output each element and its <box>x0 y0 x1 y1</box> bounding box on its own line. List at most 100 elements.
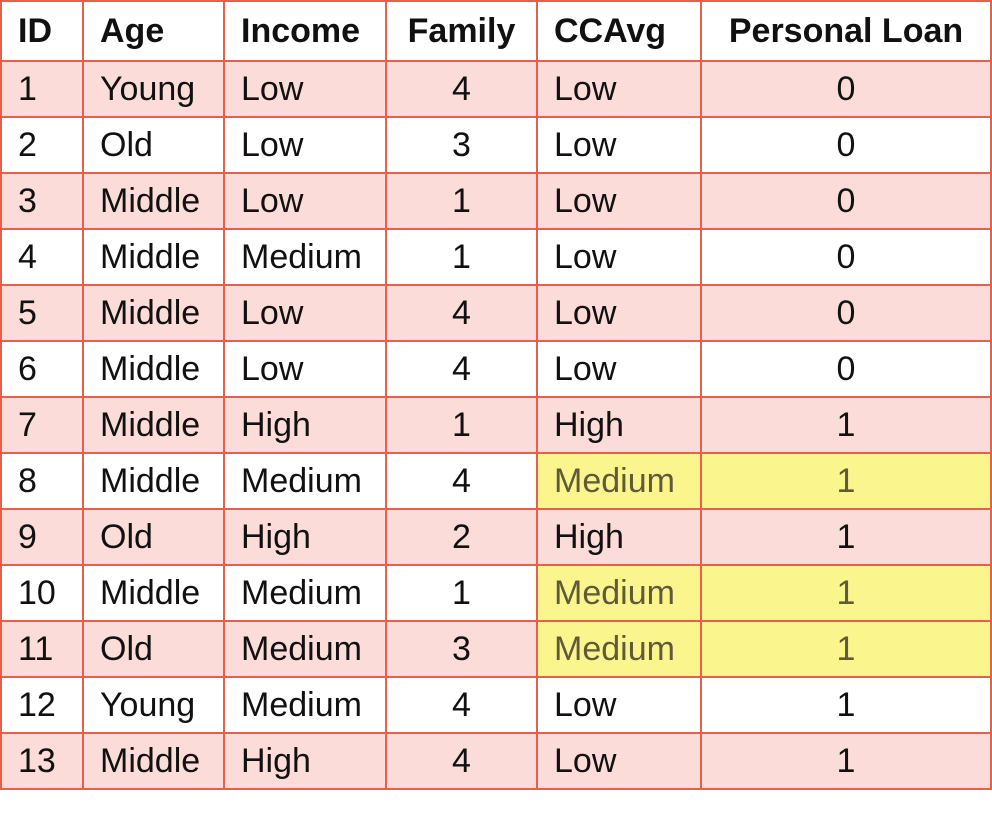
cell-family: 1 <box>385 228 538 286</box>
cell-ccavg: Low <box>536 732 702 790</box>
table-row: 4 Middle Medium 1 Low 0 <box>0 228 992 286</box>
highlighted-text: Medium <box>554 629 675 668</box>
cell-id: 2 <box>0 116 84 174</box>
cell-personal-loan: 1 <box>700 620 992 678</box>
highlighted-text: Medium <box>554 461 675 500</box>
cell-income: Medium <box>223 620 387 678</box>
cell-income: Medium <box>223 228 387 286</box>
cell-age: Middle <box>82 284 225 342</box>
cell-ccavg: Low <box>536 340 702 398</box>
header-age: Age <box>82 0 225 62</box>
cell-personal-loan: 0 <box>700 172 992 230</box>
cell-id: 9 <box>0 508 84 566</box>
cell-income: Low <box>223 60 387 118</box>
cell-id: 7 <box>0 396 84 454</box>
table-row: 12 Young Medium 4 Low 1 <box>0 676 992 734</box>
cell-personal-loan: 0 <box>700 284 992 342</box>
cell-income: Low <box>223 340 387 398</box>
cell-personal-loan: 0 <box>700 60 992 118</box>
cell-age: Middle <box>82 564 225 622</box>
highlight-marker-end <box>866 570 896 616</box>
cell-age: Middle <box>82 452 225 510</box>
cell-income: High <box>223 732 387 790</box>
cell-age: Middle <box>82 172 225 230</box>
cell-family: 3 <box>385 620 538 678</box>
cell-family: 4 <box>385 452 538 510</box>
cell-family: 1 <box>385 396 538 454</box>
table-row: 2 Old Low 3 Low 0 <box>0 116 992 174</box>
cell-ccavg: Low <box>536 284 702 342</box>
cell-age: Old <box>82 508 225 566</box>
cell-id: 6 <box>0 340 84 398</box>
table-header: ID Age Income Family CCAvg Personal Loan <box>0 0 992 62</box>
table-row: 5 Middle Low 4 Low 0 <box>0 284 992 342</box>
cell-family: 1 <box>385 564 538 622</box>
cell-ccavg: Medium <box>536 452 702 510</box>
cell-income: Medium <box>223 564 387 622</box>
table-row: 9 Old High 2 High 1 <box>0 508 992 566</box>
highlighted-text: Medium <box>554 573 675 612</box>
highlighted-text: 1 <box>836 629 856 668</box>
header-family: Family <box>385 0 538 62</box>
table-row: 3 Middle Low 1 Low 0 <box>0 172 992 230</box>
cell-ccavg: Medium <box>536 620 702 678</box>
data-table: ID Age Income Family CCAvg Personal Loan… <box>0 0 992 790</box>
cell-id: 1 <box>0 60 84 118</box>
cell-id: 5 <box>0 284 84 342</box>
cell-family: 1 <box>385 172 538 230</box>
cell-ccavg: Low <box>536 676 702 734</box>
cell-family: 4 <box>385 284 538 342</box>
cell-age: Middle <box>82 732 225 790</box>
cell-id: 10 <box>0 564 84 622</box>
cell-personal-loan: 0 <box>700 228 992 286</box>
cell-family: 4 <box>385 732 538 790</box>
cell-family: 4 <box>385 60 538 118</box>
cell-personal-loan: 1 <box>700 564 992 622</box>
cell-income: Medium <box>223 452 387 510</box>
cell-age: Middle <box>82 228 225 286</box>
table-row: 1 Young Low 4 Low 0 <box>0 60 992 118</box>
cell-personal-loan: 1 <box>700 676 992 734</box>
cell-income: Low <box>223 284 387 342</box>
cell-ccavg: Medium <box>536 564 702 622</box>
cell-age: Middle <box>82 396 225 454</box>
cell-income: Medium <box>223 676 387 734</box>
table-row: 7 Middle High 1 High 1 <box>0 396 992 454</box>
cell-family: 3 <box>385 116 538 174</box>
cell-id: 3 <box>0 172 84 230</box>
cell-id: 4 <box>0 228 84 286</box>
header-income: Income <box>223 0 387 62</box>
table-row: 8 Middle Medium 4 Medium 1 <box>0 452 992 510</box>
cell-ccavg: Low <box>536 172 702 230</box>
cell-income: Low <box>223 172 387 230</box>
cell-age: Old <box>82 620 225 678</box>
cell-family: 4 <box>385 340 538 398</box>
cell-personal-loan: 1 <box>700 396 992 454</box>
cell-income: High <box>223 396 387 454</box>
cell-id: 13 <box>0 732 84 790</box>
cell-personal-loan: 1 <box>700 452 992 510</box>
cell-personal-loan: 1 <box>700 508 992 566</box>
highlighted-text: 1 <box>836 573 856 612</box>
cell-id: 12 <box>0 676 84 734</box>
cell-id: 11 <box>0 620 84 678</box>
cell-ccavg: High <box>536 396 702 454</box>
cell-family: 2 <box>385 508 538 566</box>
table-row: 6 Middle Low 4 Low 0 <box>0 340 992 398</box>
cell-age: Middle <box>82 340 225 398</box>
header-id: ID <box>0 0 84 62</box>
header-ccavg: CCAvg <box>536 0 702 62</box>
cell-age: Young <box>82 60 225 118</box>
cell-personal-loan: 0 <box>700 116 992 174</box>
table-body: 1 Young Low 4 Low 0 2 Old Low 3 Low 0 3 Middle Low 1 Low… <box>0 60 992 790</box>
highlight-marker-end <box>866 458 896 504</box>
cell-personal-loan: 1 <box>700 732 992 790</box>
highlight-marker-end <box>866 626 896 672</box>
cell-ccavg: Low <box>536 60 702 118</box>
table-row: 10 Middle Medium 1 Medium 1 <box>0 564 992 622</box>
highlighted-text: 1 <box>836 461 856 500</box>
cell-age: Young <box>82 676 225 734</box>
cell-age: Old <box>82 116 225 174</box>
cell-ccavg: Low <box>536 228 702 286</box>
table-row: 11 Old Medium 3 Medium 1 <box>0 620 992 678</box>
